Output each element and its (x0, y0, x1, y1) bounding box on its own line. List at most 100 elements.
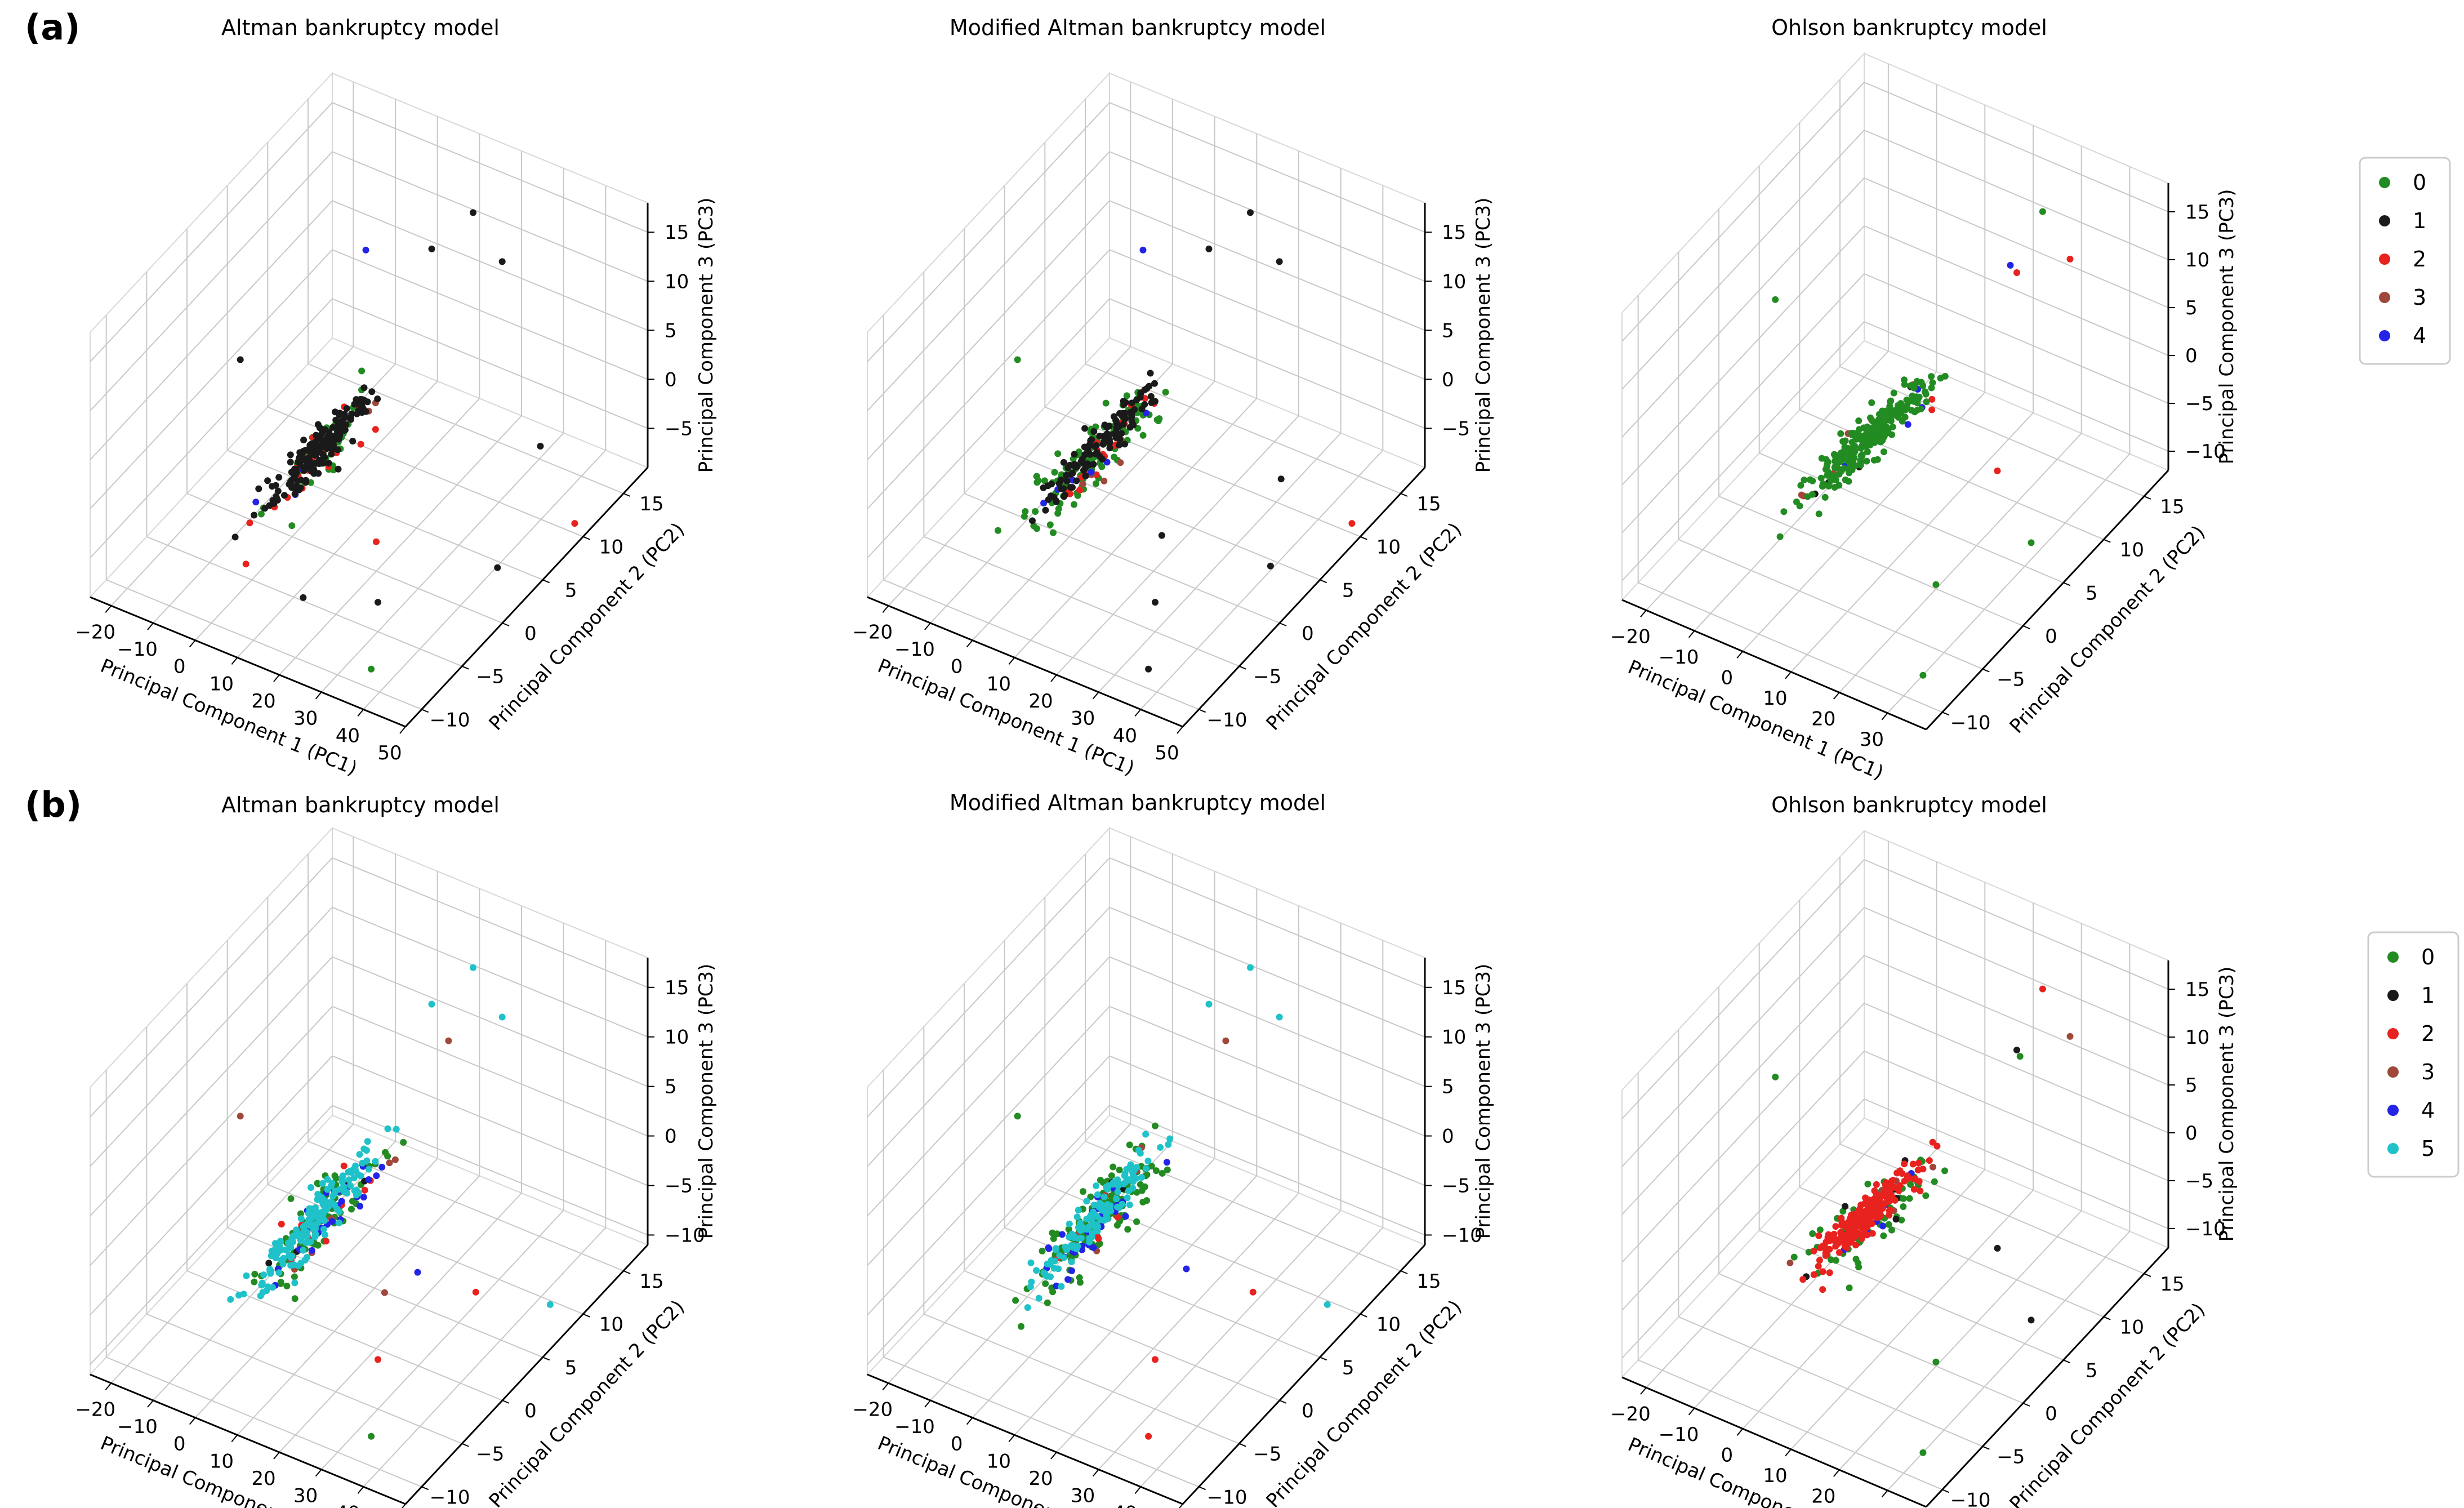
grid-z-left (867, 249, 1110, 510)
z-tick-label: −10 (665, 1224, 705, 1247)
data-point-class-5 (1073, 1213, 1081, 1221)
data-point-class-5 (322, 1231, 328, 1238)
data-point-class-5 (1126, 1201, 1133, 1208)
data-point-class-0 (1932, 1358, 1940, 1365)
data-point-class-1 (296, 449, 304, 456)
y-tick-mark (1360, 536, 1367, 540)
data-point-class-0 (251, 1278, 258, 1285)
data-point-class-0 (1863, 431, 1869, 438)
data-point-class-0 (1919, 1449, 1927, 1456)
z-tick-label: 0 (665, 1126, 677, 1148)
z-tick-label: 5 (2185, 297, 2198, 319)
data-point-class-1 (310, 470, 318, 477)
data-point-class-1 (274, 487, 282, 495)
data-point-class-5 (345, 1176, 353, 1184)
grid-x-floor (972, 1158, 1215, 1418)
data-point-class-1 (274, 496, 281, 504)
grid-z-left (867, 1105, 1110, 1365)
data-point-class-0 (1821, 493, 1829, 501)
grid-z-left (867, 151, 1110, 411)
grid-x-floor (153, 1141, 396, 1401)
data-point-class-5 (1027, 1283, 1034, 1291)
data-point-class-0 (1054, 450, 1062, 457)
data-point-class-0 (1148, 1163, 1155, 1170)
z-tick-label: 15 (2185, 201, 2209, 224)
data-point-class-0 (1912, 397, 1919, 404)
data-point-class-1 (281, 492, 288, 499)
data-point-class-4 (1058, 1231, 1066, 1238)
x-tick-label: 20 (1028, 1467, 1053, 1490)
grid-z-left (1621, 273, 1865, 533)
data-point-class-3 (2066, 1033, 2074, 1040)
x-tick-mark (273, 1452, 280, 1460)
data-point-class-5 (384, 1125, 391, 1132)
y-tick-mark (461, 1443, 469, 1447)
grid-z-left (90, 249, 333, 510)
data-point-class-2 (1846, 1225, 1852, 1233)
grid-z-back (1109, 1105, 1425, 1236)
x-tick-label: −10 (117, 1416, 158, 1438)
grid-z-left (867, 1055, 1110, 1316)
y-tick-label: −10 (1207, 1486, 1247, 1508)
data-point-class-5 (327, 1182, 335, 1190)
x-tick-label: −20 (852, 621, 893, 643)
y-axis-line (1182, 466, 1426, 728)
x-tick-label: 50 (377, 742, 402, 764)
data-point-class-0 (1772, 1073, 1779, 1080)
data-point-class-1 (494, 564, 501, 571)
data-point-class-2 (1815, 1232, 1823, 1239)
data-point-class-0 (1832, 1257, 1839, 1264)
data-point-class-5 (1063, 1246, 1070, 1253)
data-point-class-0 (1159, 1169, 1166, 1177)
data-point-class-0 (291, 1295, 298, 1302)
data-point-class-5 (1027, 1259, 1035, 1266)
grid-x-floor (888, 346, 1131, 607)
grid-y-floor (1759, 452, 2064, 584)
data-point-class-5 (1121, 1170, 1129, 1177)
data-point-class-5 (1042, 1271, 1049, 1278)
data-point-class-5 (1124, 1194, 1131, 1202)
data-point-class-1 (334, 428, 341, 435)
data-point-class-1 (1080, 466, 1087, 474)
data-point-class-2 (1869, 1230, 1876, 1237)
data-point-class-1 (1029, 517, 1036, 524)
y-tick-label: 0 (1302, 1400, 1314, 1422)
y-tick-mark (1320, 579, 1327, 584)
data-point-class-1 (312, 452, 319, 459)
data-point-class-1 (265, 1260, 273, 1267)
data-point-class-0 (1138, 1187, 1146, 1194)
data-point-class-1 (1060, 459, 1067, 466)
data-point-class-2 (1799, 1276, 1807, 1283)
data-point-class-5 (1052, 1246, 1059, 1253)
data-point-class-2 (1831, 1237, 1838, 1244)
data-point-class-1 (1079, 456, 1086, 463)
grid-z-back (1864, 1051, 2169, 1181)
data-point-class-5 (339, 1177, 346, 1184)
legend-label-5: 5 (2421, 1136, 2435, 1161)
data-point-class-5 (352, 1167, 359, 1174)
data-point-class-5 (275, 1269, 283, 1276)
legend-marker-1 (2387, 990, 2399, 1001)
data-point-class-2 (1852, 1242, 1859, 1249)
grid-z-back (1864, 907, 2169, 1038)
data-point-class-0 (1823, 456, 1830, 463)
data-point-class-5 (277, 1247, 284, 1254)
data-point-class-0 (1822, 466, 1829, 473)
z-tick-label: 5 (1442, 1076, 1454, 1098)
grid-y-floor (1839, 366, 2145, 497)
data-point-class-0 (358, 367, 366, 375)
z-tick-label: 10 (1442, 270, 1466, 293)
data-point-class-2 (1853, 1216, 1860, 1223)
panel-letter-a: (a) (25, 7, 81, 48)
data-point-class-5 (546, 1301, 554, 1308)
data-point-class-5 (1103, 1213, 1111, 1221)
data-point-class-1 (1133, 397, 1140, 404)
data-point-class-5 (1113, 1195, 1120, 1203)
grid-x-floor (1887, 453, 2131, 714)
x-tick-mark (1785, 1449, 1792, 1457)
data-point-class-1 (1276, 258, 1283, 265)
x-tick-mark (1050, 674, 1057, 682)
data-point-class-1 (1072, 464, 1079, 471)
grid-x-floor (110, 1123, 354, 1384)
